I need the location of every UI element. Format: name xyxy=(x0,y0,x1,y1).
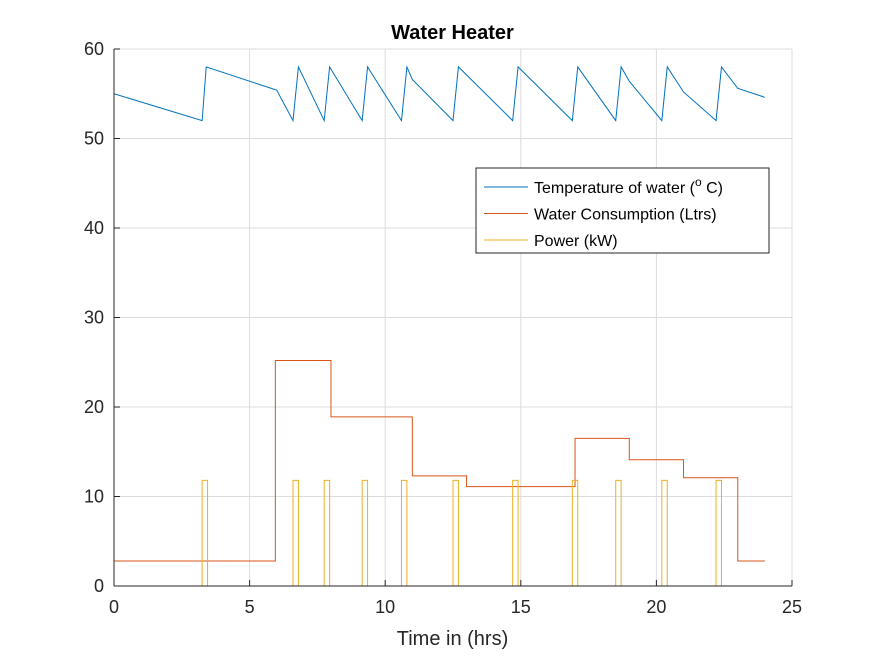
y-tick-label: 60 xyxy=(84,39,104,59)
axes: 0 5 10 15 20 25 0 10 20 30 40 50 60 xyxy=(84,39,802,617)
x-tick-label: 25 xyxy=(782,597,802,617)
x-tick-label: 0 xyxy=(109,597,119,617)
y-tick-label: 0 xyxy=(94,576,104,596)
legend: Temperature of water (o C) Water Consumpt… xyxy=(475,167,770,254)
y-tick-label: 20 xyxy=(84,397,104,417)
series-layer xyxy=(113,64,766,587)
legend-entry-temperature-label: Temperature of water (o C) xyxy=(534,175,723,197)
power-series-line xyxy=(114,479,765,587)
chart-title: Water Heater xyxy=(391,22,514,44)
x-tick-label: 15 xyxy=(511,597,531,617)
y-tick-label: 30 xyxy=(84,308,104,328)
x-tick-label: 10 xyxy=(375,597,395,617)
legend-box xyxy=(475,167,770,254)
y-tick-label: 50 xyxy=(84,129,104,149)
legend-entry-power-label: Power (kW) xyxy=(534,233,618,250)
y-tick-label: 40 xyxy=(84,218,104,238)
x-tick-label: 20 xyxy=(646,597,666,617)
legend-entry-water-consumption-label: Water Consumption (Ltrs) xyxy=(534,207,717,224)
x-tick-label: 5 xyxy=(245,597,255,617)
water-consumption-series-line xyxy=(114,359,765,562)
temperature-series-line xyxy=(113,64,766,123)
x-axis-label: Time in (hrs) xyxy=(397,628,508,650)
y-tick-label: 10 xyxy=(84,487,104,507)
